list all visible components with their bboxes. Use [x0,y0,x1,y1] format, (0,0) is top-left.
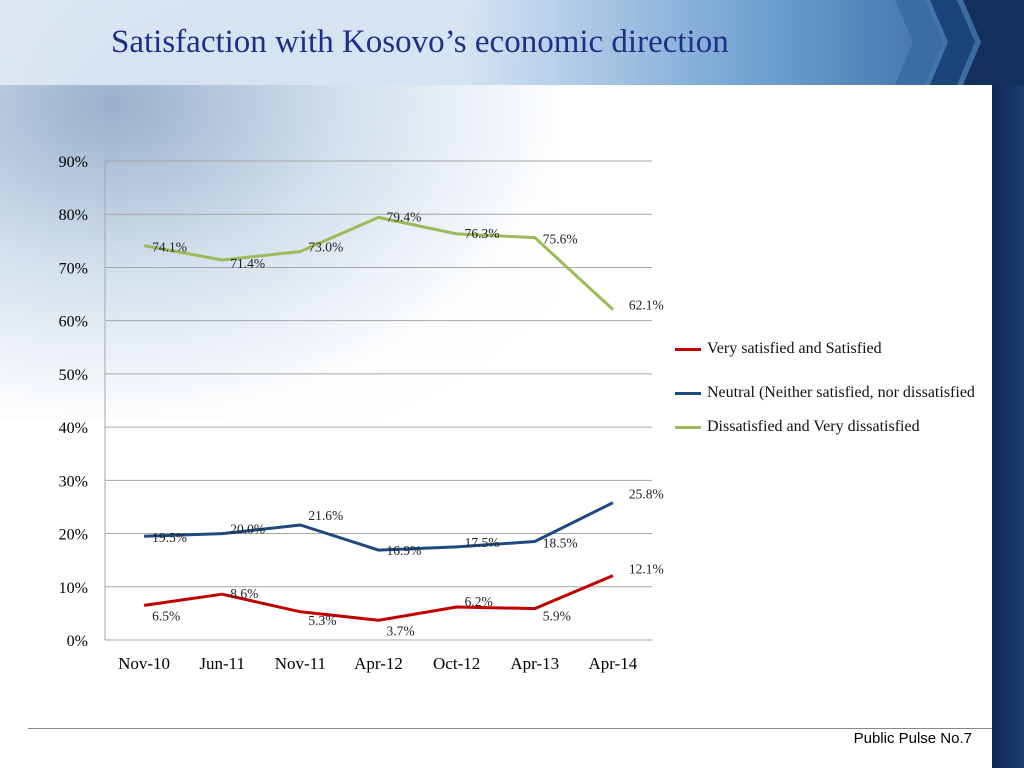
legend-item-satisfied: Very satisfied and Satisfied [675,338,975,360]
series-line [144,501,614,552]
y-tick-label: 40% [59,420,88,437]
header-band [0,0,1024,85]
data-label: 12.1% [629,562,664,577]
legend-label-neutral: Neutral (Neither satisfied, nor dissatis… [707,384,975,401]
data-label: 6.2% [465,594,493,609]
data-label: 21.6% [308,508,343,523]
data-label: 5.9% [543,609,571,624]
data-label: 74.1% [152,240,187,255]
data-label: 75.6% [543,232,578,247]
footer-divider [28,728,992,729]
legend-swatch-blue [675,392,701,395]
white-panel [560,85,992,725]
y-tick-label: 90% [59,154,88,171]
x-tick-label: Nov-10 [118,654,170,673]
x-tick-label: Apr-14 [589,654,638,673]
axes: 0% 10% 20% 30% 40% 50% 60% 70% 80% 90% Nov-10 Jun-1… [59,154,638,673]
y-tick-label: 0% [67,633,88,650]
data-label: 71.4% [230,256,265,271]
data-labels: 6.5% 8.6% 5.3% 3.7% 6.2% 5.9% 12.1% 19.5% 20.0% 2… [152,209,664,638]
y-tick-label: 10% [59,580,88,597]
data-label: 76.3% [465,226,500,241]
x-tick-label: Jun-11 [199,654,245,673]
data-label: 17.5% [465,535,500,550]
legend-item-dissatisfied: Dissatisfied and Very dissatisfied [675,416,975,438]
data-label: 79.4% [387,209,422,224]
legend-swatch-green [675,426,701,429]
y-tick-label: 60% [59,314,88,331]
data-label: 5.3% [308,613,336,628]
page-title: Satisfaction with Kosovo’s economic dire… [111,24,729,60]
data-label: 73.0% [308,239,343,254]
series-line [143,215,614,311]
y-tick-label: 70% [59,260,88,277]
data-label: 8.6% [230,586,258,601]
data-label: 6.5% [152,608,180,623]
y-tick-label: 50% [59,367,88,384]
y-tick-label: 80% [59,207,88,224]
y-tick-label: 30% [59,473,88,490]
data-label: 18.5% [543,536,578,551]
data-label: 16.9% [387,543,422,558]
gridlines [105,160,652,641]
footer-text: Public Pulse No.7 [853,730,972,747]
data-label: 20.0% [230,522,265,537]
right-side-bar [992,85,1024,768]
x-tick-label: Oct-12 [433,654,480,673]
chart-legend: Very satisfied and Satisfied Neutral (Ne… [675,338,975,450]
legend-label-dissatisfied: Dissatisfied and Very dissatisfied [707,418,920,435]
x-tick-label: Apr-12 [354,654,403,673]
series-lines [143,215,614,622]
data-label: 25.8% [629,487,664,502]
legend-label-satisfied: Very satisfied and Satisfied [707,340,882,357]
legend-swatch-red [675,348,701,351]
data-label: 62.1% [629,297,664,312]
legend-item-neutral: Neutral (Neither satisfied, nor dissatis… [675,382,975,404]
y-tick-label: 20% [59,527,88,544]
chevron-decoration-icon [895,0,1024,85]
data-label: 3.7% [387,623,415,638]
series-line [143,574,614,622]
x-tick-label: Nov-11 [275,654,326,673]
x-tick-label: Apr-13 [510,654,559,673]
data-label: 19.5% [152,530,187,545]
